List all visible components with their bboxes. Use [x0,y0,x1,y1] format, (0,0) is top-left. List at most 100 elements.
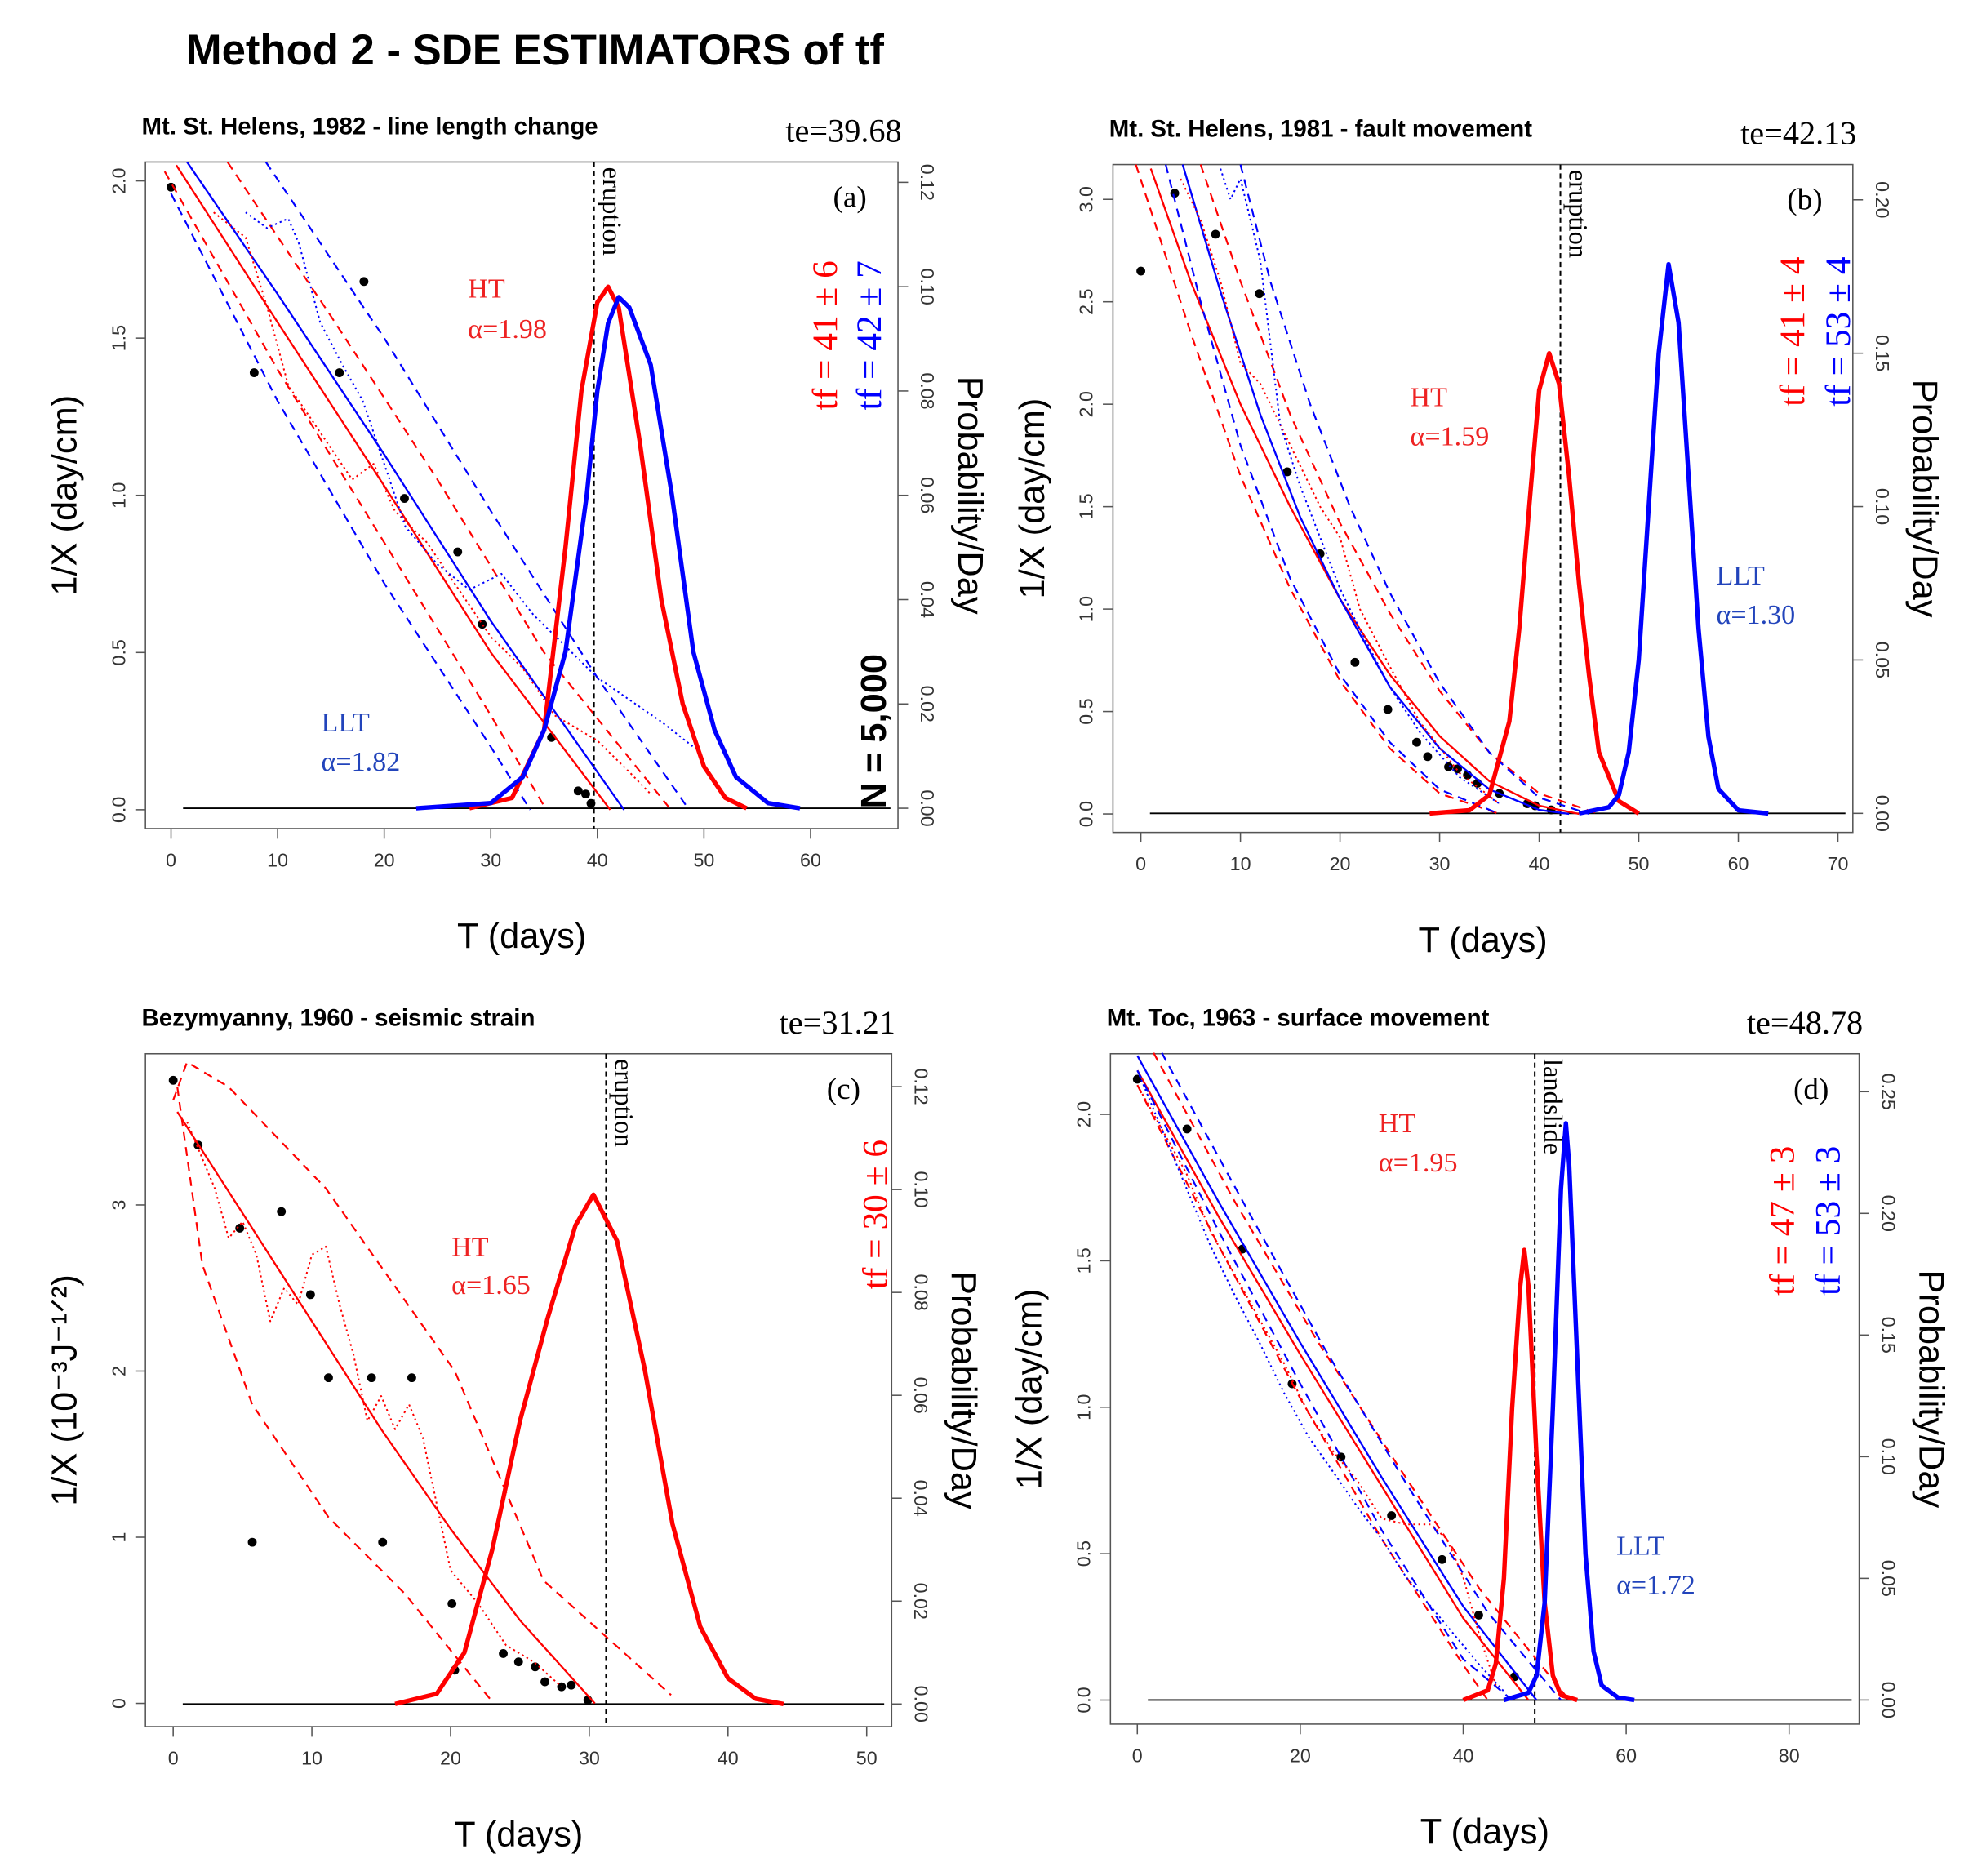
y2-axis-label: Probability/Day [1911,1269,1950,1508]
annotation: HT [468,273,505,304]
x-tick-label: 0 [1135,853,1146,874]
y2-tick-label: 0.05 [1878,1560,1900,1597]
annotation: tf = 41 ± 6 [806,260,845,410]
event-label: eruption [597,167,626,256]
y-tick-label: 1.5 [108,325,129,351]
fit-line [264,161,690,811]
data-point [1423,752,1433,762]
annotation: LLT [1616,1531,1665,1561]
annotation: N = 5,000 [855,654,894,808]
data-point [573,786,583,796]
x-tick-label: 50 [693,849,714,870]
x-tick-label: 40 [718,1747,739,1768]
annotation: HT [451,1233,489,1263]
y2-tick-label: 0.12 [910,1068,931,1105]
fit-line [172,1060,672,1696]
data-point [513,1657,523,1667]
y2-tick-label: 0.15 [1872,335,1893,371]
y2-tick-label: 0.10 [1872,488,1893,525]
data-point [367,1373,376,1383]
y-tick-label: 1.0 [1076,596,1097,622]
annotation: LLT [1716,561,1765,591]
y-axis-label: 1/X (day/cm) [46,395,85,596]
fit-line [1153,1052,1571,1701]
data-point [1211,229,1220,239]
y2-tick-label: 0.15 [1878,1317,1900,1354]
data-point [567,1680,576,1690]
x-tick-label: 80 [1779,1745,1800,1766]
annotation: tf = 30 ± 6 [856,1140,895,1289]
fit-line [1136,1084,1497,1686]
plot-frame [1109,1052,1860,1725]
x-tick-label: 20 [440,1747,461,1768]
x-tick-label: 50 [856,1747,878,1768]
y2-axis-label: Probability/Day [944,1271,983,1509]
data-point [586,798,596,808]
fit-line [186,1121,562,1687]
data-point [1438,1554,1446,1564]
y-tick-label: 0.0 [1076,801,1097,827]
panel-label: (a) [833,180,867,214]
panel-label: (c) [827,1073,860,1106]
probability-curve [394,1192,784,1706]
data-point [1336,1452,1346,1462]
event-label: landslide [1537,1059,1566,1154]
x-tick-label: 30 [579,1747,600,1768]
data-point [1136,266,1146,276]
te-label: te=42.13 [1740,115,1856,152]
fit-line [1135,164,1500,816]
data-point [1444,762,1453,771]
fit-line [1180,178,1500,805]
y-tick-label: 2.0 [1073,1101,1094,1127]
data-point [235,1224,245,1233]
y-tick-label: 1.0 [108,482,129,509]
data-point [1383,705,1393,714]
x-tick-label: 0 [166,849,176,870]
data-point [1350,657,1360,667]
data-point [400,494,409,503]
panel-title: Bezymyanny, 1960 - seismic strain [142,1005,535,1032]
y2-tick-label: 0.05 [1872,642,1893,678]
y-tick-label: 0.0 [1073,1687,1094,1713]
y2-tick-label: 0.06 [910,1377,931,1414]
x-tick-label: 20 [1330,853,1351,874]
annotation: tf = 41 ± 4 [1773,256,1812,407]
probability-curve [469,284,748,811]
x-tick-label: 30 [1429,853,1451,874]
fit-line [1239,164,1589,816]
annotation: tf = 47 ± 3 [1763,1146,1802,1296]
data-point [1255,289,1264,299]
annotation: α=1.65 [451,1270,531,1300]
y-tick-label: 2.5 [1076,289,1097,315]
data-point [581,789,590,799]
panel-label: (d) [1793,1073,1829,1106]
y-tick-label: 2.0 [108,167,129,193]
x-tick-label: 40 [1529,853,1550,874]
y-tick-label: 0.5 [1073,1540,1094,1567]
data-point [531,1662,540,1672]
fit-line [163,171,548,811]
fit-line [1181,164,1570,816]
fit-line [1164,164,1500,816]
probability-curve [1503,1121,1635,1703]
y2-tick-label: 0.12 [917,164,938,201]
annotation: HT [1379,1109,1416,1139]
fit-line [1136,1069,1505,1692]
x-tick-label: 10 [1230,853,1251,874]
y2-tick-label: 0.10 [917,269,938,305]
plot-frame [1112,163,1854,834]
x-axis-label: T (days) [454,1815,583,1854]
annotation: α=1.72 [1616,1570,1695,1600]
annotation: HT [1411,383,1448,413]
y-axis-label: 1/X (day/cm) [1011,1288,1050,1489]
x-tick-label: 20 [1290,1745,1311,1766]
probability-curve [1462,1247,1578,1703]
data-point [499,1649,508,1658]
y2-tick-label: 0.02 [910,1583,931,1620]
panel-label: (b) [1787,184,1822,217]
y2-tick-label: 0.08 [917,372,938,409]
data-point [1387,1511,1397,1520]
y2-tick-label: 0.04 [917,581,938,618]
y2-tick-label: 0.20 [1872,181,1893,218]
y-tick-label: 0 [108,1698,129,1709]
